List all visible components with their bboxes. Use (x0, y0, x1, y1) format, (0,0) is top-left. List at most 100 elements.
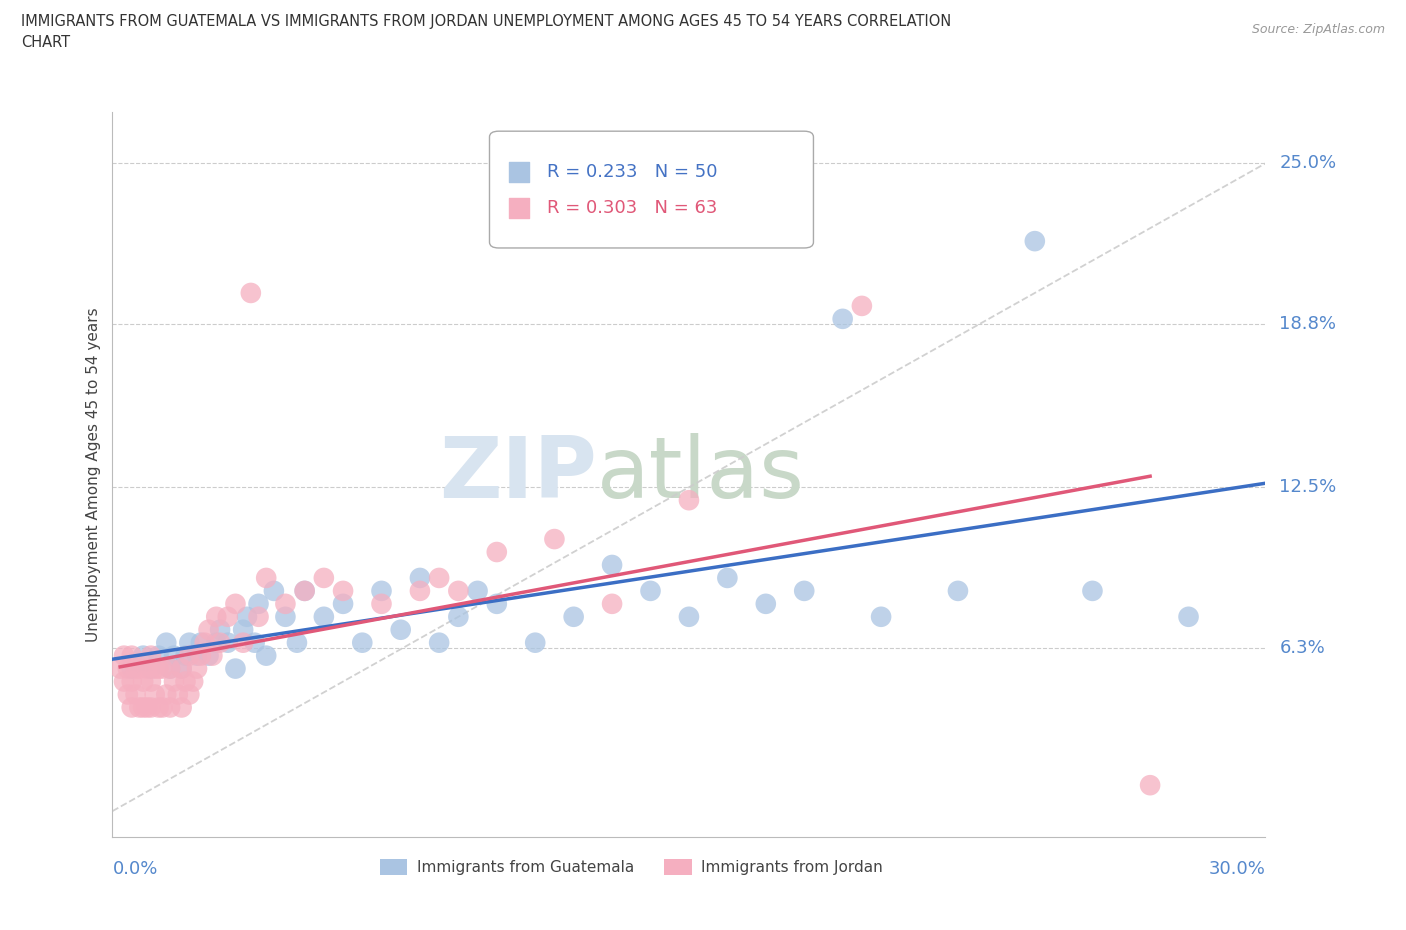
Point (678, 493, 700, 508)
Point (117, 661, 139, 676)
Text: 6.3%: 6.3% (1279, 639, 1324, 657)
Point (370, 596, 392, 611)
Point (201, 648, 224, 663)
Point (190, 635, 212, 650)
Point (148, 700, 170, 715)
Point (132, 674, 155, 689)
Point (121, 661, 143, 676)
Point (217, 635, 239, 650)
Point (121, 674, 143, 689)
FancyBboxPatch shape (489, 131, 814, 248)
Point (312, 609, 335, 624)
Point (136, 700, 159, 715)
Point (112, 648, 135, 663)
Point (205, 609, 228, 624)
Point (600, 558, 623, 573)
Point (186, 648, 208, 663)
Point (467, 583, 489, 598)
Point (209, 622, 232, 637)
Point (678, 609, 700, 624)
Point (640, 583, 662, 598)
Point (294, 583, 316, 598)
Point (124, 687, 146, 702)
Point (197, 622, 219, 637)
Point (831, 312, 853, 326)
Text: ZIP: ZIP (439, 432, 596, 516)
Point (1139, 777, 1161, 792)
Point (543, 532, 565, 547)
Point (148, 648, 170, 663)
Point (209, 635, 232, 650)
Text: 25.0%: 25.0% (1279, 154, 1337, 172)
Point (108, 661, 131, 676)
Point (946, 583, 969, 598)
Text: atlas: atlas (596, 432, 804, 516)
Point (562, 609, 585, 624)
Point (600, 596, 623, 611)
Point (254, 570, 277, 585)
Point (312, 570, 335, 585)
Point (166, 687, 188, 702)
Point (274, 609, 297, 624)
Point (274, 596, 297, 611)
Text: 30.0%: 30.0% (1209, 860, 1265, 878)
Point (232, 635, 254, 650)
Point (1024, 233, 1046, 248)
Point (332, 583, 354, 598)
Text: 12.5%: 12.5% (1279, 478, 1337, 497)
Point (447, 583, 470, 598)
Point (224, 596, 246, 611)
Point (427, 635, 450, 650)
Point (232, 622, 254, 637)
Point (170, 700, 193, 715)
Point (136, 661, 159, 676)
Point (239, 286, 262, 300)
Point (159, 700, 181, 715)
Point (179, 687, 201, 702)
Point (128, 700, 150, 715)
Point (294, 583, 316, 598)
Text: 0.0%: 0.0% (112, 860, 157, 878)
Point (190, 648, 212, 663)
Point (247, 596, 270, 611)
Point (139, 661, 162, 676)
Point (254, 648, 277, 663)
Point (143, 661, 166, 676)
Point (174, 674, 197, 689)
Point (224, 661, 246, 676)
Text: Source: ZipAtlas.com: Source: ZipAtlas.com (1251, 23, 1385, 36)
Point (155, 635, 177, 650)
Point (174, 648, 197, 663)
Point (197, 648, 219, 663)
Point (132, 648, 155, 663)
Point (485, 596, 508, 611)
Point (179, 648, 201, 663)
Point (524, 635, 547, 650)
Point (851, 299, 873, 313)
Point (143, 687, 166, 702)
Y-axis label: Unemployment Among Ages 45 to 54 years: Unemployment Among Ages 45 to 54 years (86, 307, 101, 642)
Point (186, 661, 208, 676)
Point (716, 570, 738, 585)
Point (409, 583, 432, 598)
Point (152, 661, 174, 676)
Point (793, 583, 815, 598)
Text: R = 0.233   N = 50: R = 0.233 N = 50 (547, 163, 717, 180)
Point (170, 661, 193, 676)
Point (332, 596, 354, 611)
Text: CHART: CHART (21, 35, 70, 50)
Point (243, 635, 266, 650)
Point (285, 635, 308, 650)
Point (159, 661, 181, 676)
Point (170, 661, 193, 676)
Point (112, 674, 135, 689)
Point (447, 609, 470, 624)
Point (128, 661, 150, 676)
Point (179, 635, 201, 650)
Point (121, 648, 143, 663)
Point (139, 674, 162, 689)
Point (117, 687, 139, 702)
Point (389, 622, 412, 637)
Point (263, 583, 285, 598)
Point (205, 635, 228, 650)
